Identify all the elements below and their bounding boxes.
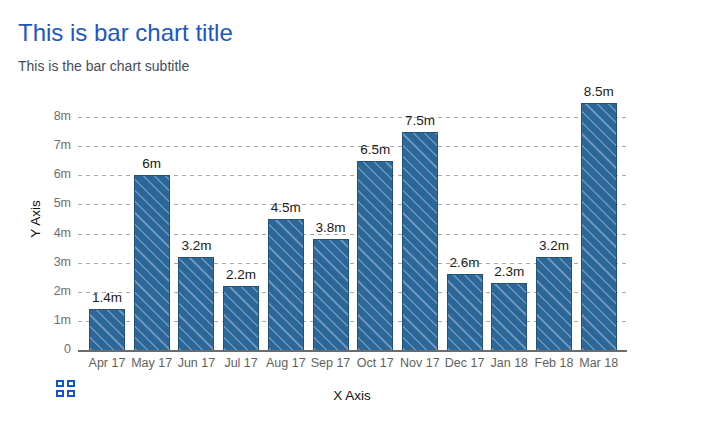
x-axis-title: X Axis (78, 388, 626, 403)
x-axis-line (78, 350, 627, 352)
bar[interactable] (402, 132, 438, 350)
y-tick-label: 4m (0, 226, 71, 240)
bar-value-label: 4.5m (254, 200, 318, 215)
gridline (78, 117, 626, 118)
bar[interactable] (313, 239, 349, 350)
context-menu-grid-squares-icon[interactable] (56, 380, 76, 397)
y-tick-label: 2m (0, 284, 71, 298)
bar-value-label: 6.5m (343, 142, 407, 157)
bar-value-label: 2.3m (477, 264, 541, 279)
chart-subtitle: This is the bar chart subtitle (18, 58, 189, 74)
y-tick-label: 6m (0, 167, 71, 181)
bar[interactable] (491, 283, 527, 350)
bar-chart-widget: This is bar chart title This is the bar … (0, 0, 706, 431)
bar-value-label: 1.4m (75, 290, 139, 305)
bar[interactable] (447, 274, 483, 350)
bar-value-label: 3.8m (299, 220, 363, 235)
bar-value-label: 8.5m (567, 84, 631, 99)
y-tick-label: 1m (0, 313, 71, 327)
bar[interactable] (89, 309, 125, 350)
bar-value-label: 3.2m (164, 238, 228, 253)
bar-value-label: 6m (120, 156, 184, 171)
bar[interactable] (536, 257, 572, 350)
chart-title: This is bar chart title (18, 19, 233, 47)
bar[interactable] (134, 175, 170, 350)
bar[interactable] (357, 161, 393, 350)
bar[interactable] (223, 286, 259, 350)
bar-value-label: 7.5m (388, 113, 452, 128)
bar[interactable] (581, 103, 617, 350)
y-tick-label: 7m (0, 138, 71, 152)
y-tick-label: 0 (0, 342, 71, 356)
bar-value-label: 2.2m (209, 267, 273, 282)
bar[interactable] (268, 219, 304, 350)
y-tick-label: 5m (0, 196, 71, 210)
x-tick-label: Mar 18 (566, 356, 632, 370)
y-tick-label: 3m (0, 255, 71, 269)
y-tick-label: 8m (0, 109, 71, 123)
bar-value-label: 3.2m (522, 238, 586, 253)
